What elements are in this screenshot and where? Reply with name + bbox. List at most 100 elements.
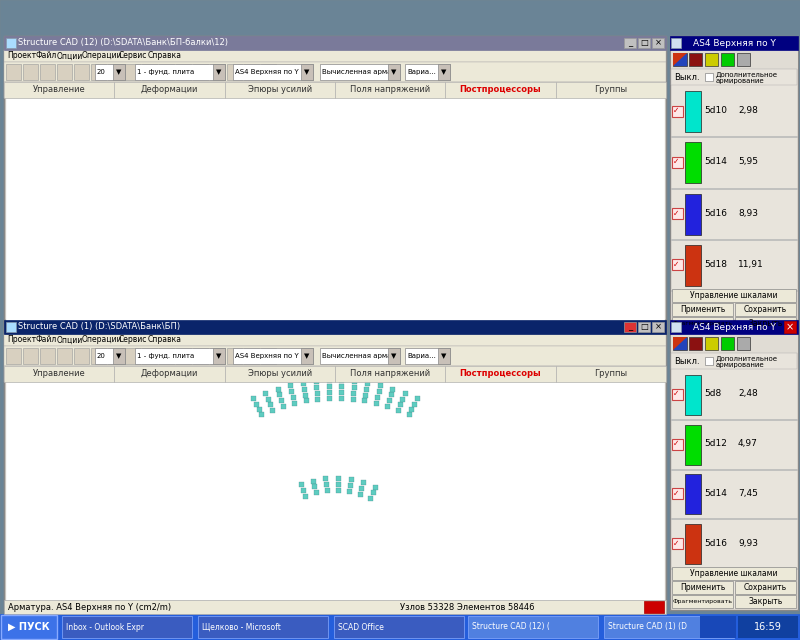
Text: ✓: ✓ xyxy=(673,260,679,269)
Bar xyxy=(735,317,796,330)
Bar xyxy=(176,348,191,364)
Bar xyxy=(412,401,417,406)
Bar xyxy=(326,378,331,383)
Bar xyxy=(347,489,352,494)
Bar xyxy=(362,399,367,403)
Bar xyxy=(0,614,800,640)
Bar xyxy=(721,337,734,350)
Bar xyxy=(261,64,276,80)
Text: □: □ xyxy=(640,323,648,332)
Bar xyxy=(735,303,796,316)
Text: Справка: Справка xyxy=(148,51,182,61)
Bar xyxy=(326,384,332,389)
Bar xyxy=(672,538,683,549)
Bar xyxy=(638,38,650,48)
Bar xyxy=(213,348,225,364)
Bar xyxy=(335,366,446,382)
Bar xyxy=(113,348,125,364)
Bar xyxy=(685,524,701,564)
Bar xyxy=(335,82,446,98)
Bar xyxy=(339,396,344,401)
Polygon shape xyxy=(673,337,687,350)
Bar xyxy=(671,290,797,291)
Text: ✓: ✓ xyxy=(673,157,679,166)
Text: Вариа...: Вариа... xyxy=(407,69,436,75)
Bar xyxy=(4,320,666,610)
Text: Сервис: Сервис xyxy=(119,51,147,61)
Bar xyxy=(348,483,353,488)
Bar xyxy=(377,389,382,394)
Bar xyxy=(6,64,21,80)
Bar xyxy=(672,157,683,168)
Bar xyxy=(4,334,666,346)
Text: Файл: Файл xyxy=(36,335,58,344)
Bar xyxy=(672,581,733,594)
Text: ✓: ✓ xyxy=(673,539,679,548)
Bar xyxy=(1,615,57,639)
Bar xyxy=(312,484,318,490)
Bar xyxy=(673,337,687,350)
Bar xyxy=(301,64,313,80)
Text: Управление: Управление xyxy=(33,86,86,95)
Text: Деформации: Деформации xyxy=(141,86,198,95)
Text: 11,91: 11,91 xyxy=(738,260,764,269)
Bar xyxy=(672,208,683,219)
Bar xyxy=(114,82,225,98)
Text: ▼: ▼ xyxy=(391,353,397,359)
Text: Проект: Проект xyxy=(7,51,36,61)
Bar xyxy=(350,397,355,402)
Bar xyxy=(672,259,683,270)
Bar xyxy=(671,353,797,369)
Bar xyxy=(95,64,125,80)
Text: 20: 20 xyxy=(97,353,106,359)
Text: Узлов 53328 Элементов 58446: Узлов 53328 Элементов 58446 xyxy=(400,602,534,611)
Text: AS4 Верхняя по Y: AS4 Верхняя по Y xyxy=(693,323,775,332)
Bar xyxy=(685,142,701,184)
Bar xyxy=(4,36,666,332)
Bar xyxy=(23,348,38,364)
Text: ×: × xyxy=(654,323,662,332)
Text: ▼: ▼ xyxy=(216,69,222,75)
Text: 5d12: 5d12 xyxy=(704,439,727,448)
Bar xyxy=(689,337,702,350)
Text: Выкл.: Выкл. xyxy=(674,356,700,365)
Bar xyxy=(671,239,797,240)
Bar xyxy=(323,477,329,481)
Bar xyxy=(302,392,308,397)
Bar xyxy=(644,601,664,613)
Text: 9,93: 9,93 xyxy=(738,539,758,548)
Bar xyxy=(735,595,796,608)
Text: Фрагментировать: Фрагментировать xyxy=(673,321,733,326)
Bar xyxy=(672,317,733,330)
Bar xyxy=(227,64,242,80)
Bar xyxy=(4,320,666,334)
Bar xyxy=(259,412,264,417)
Text: 5d16: 5d16 xyxy=(704,209,727,218)
Bar xyxy=(351,391,356,396)
Text: ▼: ▼ xyxy=(391,69,397,75)
Bar xyxy=(737,53,750,66)
Bar xyxy=(315,397,321,402)
Bar xyxy=(438,348,450,364)
Bar xyxy=(438,64,450,80)
Bar xyxy=(91,348,106,364)
Bar xyxy=(233,348,313,364)
Bar xyxy=(135,64,225,80)
Bar xyxy=(292,401,298,406)
Text: 2,48: 2,48 xyxy=(738,389,758,398)
Text: Постпроцессоры: Постпроцессоры xyxy=(460,369,542,378)
Text: Справка: Справка xyxy=(148,335,182,344)
Text: Группы: Группы xyxy=(594,369,627,378)
Bar xyxy=(4,82,666,98)
Bar xyxy=(652,38,664,48)
Bar xyxy=(210,64,225,80)
Bar xyxy=(135,348,225,364)
Bar xyxy=(314,385,319,390)
Text: ✓: ✓ xyxy=(673,439,679,448)
Bar xyxy=(685,375,701,415)
Text: Эпюры усилий: Эпюры усилий xyxy=(248,86,312,95)
Text: Управление: Управление xyxy=(33,369,86,378)
Bar xyxy=(4,600,666,614)
Bar xyxy=(652,322,664,332)
Text: Управление шкалами: Управление шкалами xyxy=(690,291,778,300)
